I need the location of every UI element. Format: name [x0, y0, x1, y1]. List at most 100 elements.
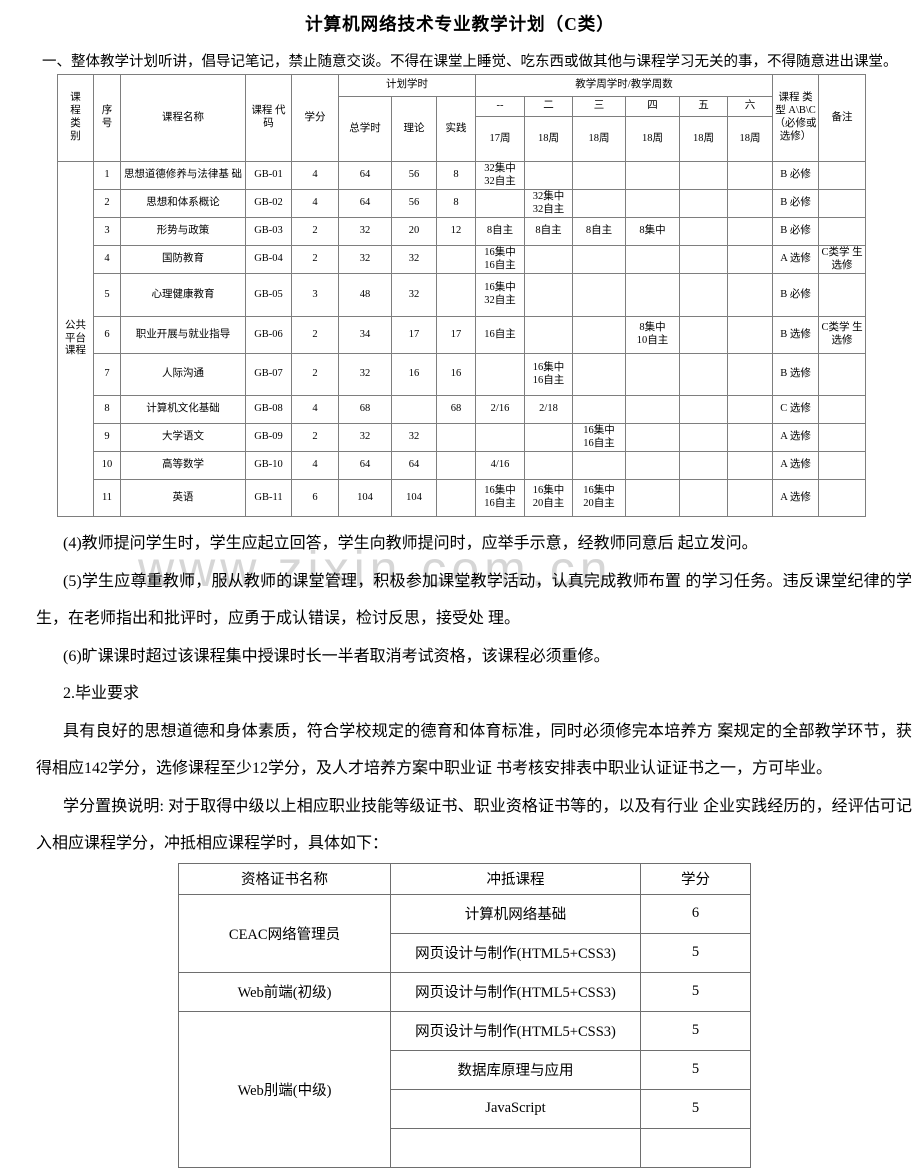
- cell-sem3: [572, 245, 626, 274]
- cell-sem4: [625, 395, 680, 424]
- cell-sem5: [679, 479, 728, 517]
- cell-practice: [436, 273, 476, 317]
- cell-remark: [818, 395, 867, 424]
- header-sem-6: 六: [726, 96, 774, 117]
- cell-num: 6: [93, 316, 121, 354]
- cell-sem4: [625, 245, 680, 274]
- cell-sem5: [679, 395, 728, 424]
- header-weeks-4: 18周: [625, 116, 680, 162]
- header-weeks-1: 17周: [475, 116, 525, 162]
- cell-sem1: 32集中 32自主: [475, 161, 525, 190]
- cell-practice: 8: [436, 161, 476, 190]
- course-row: 5 心理健康教育 GB-05 3 48 32 16集中 32自主 B 必修: [58, 273, 867, 317]
- cell-remark: [818, 189, 867, 218]
- cell-sem4: [625, 273, 680, 317]
- course-row: 6 职业开展与就业指导 GB-06 2 34 17 17 16自主 8集中 10…: [58, 316, 867, 354]
- cell-course-name: 心理健康教育: [120, 273, 246, 317]
- cell-total: 34: [338, 316, 392, 354]
- cell-sem3: [572, 189, 626, 218]
- header-cert-name: 资格证书名称: [178, 862, 391, 895]
- paragraph-6: (6)旷课课时超过该课程集中授课时长一半者取消考试资格，该课程必须重修。: [63, 647, 610, 665]
- cell-sem6: [726, 451, 774, 480]
- cell-sem2: [524, 245, 573, 274]
- cell-course-name: 思想道德修养与法律基 础: [120, 161, 246, 190]
- cell-remark: C类学 生选修: [818, 316, 867, 354]
- header-weeks-6: 18周: [726, 116, 774, 162]
- cell-cert-credit: 5: [640, 1010, 751, 1051]
- cell-sem1: [475, 423, 525, 452]
- cell-credit: 2: [291, 353, 339, 396]
- cell-sem2: [524, 423, 573, 452]
- cell-sem5: [679, 189, 728, 218]
- course-category-cell: 公共 平台 课程: [57, 161, 94, 517]
- cell-sem6: [726, 245, 774, 274]
- cell-type: B 必修: [772, 217, 820, 246]
- course-row: 7 人际沟通 GB-07 2 32 16 16 16集中 16自主 B 选修: [58, 353, 867, 396]
- cell-credit: 6: [291, 479, 339, 517]
- cell-num: 4: [93, 245, 121, 274]
- cell-sem5: [679, 245, 728, 274]
- cell-sem4: [625, 353, 680, 396]
- cell-total: 32: [338, 353, 392, 396]
- course-row: 公共 平台 课程 1 思想道德修养与法律基 础 GB-01 4 64 56 8 …: [57, 161, 867, 517]
- cell-sem6: [726, 273, 774, 317]
- cell-course-name: 高等数学: [120, 451, 246, 480]
- cell-code: GB-08: [245, 395, 292, 424]
- intro-paragraph: 一、整体教学计划听讲，倡导记笔记，禁止随意交谈。不得在课堂上睡觉、吃东西或做其他…: [42, 54, 898, 70]
- cell-cert-name: Web前端(初级): [178, 971, 391, 1012]
- table-header-row-2: 总学时 理论 实践 -- 二 三 四 五 六: [58, 96, 866, 162]
- cell-type: C 选修: [772, 395, 820, 424]
- header-category: 课 程 类 别: [57, 74, 94, 162]
- header-weeks-5: 18周: [679, 116, 728, 162]
- cell-theory: 16: [391, 353, 437, 396]
- cell-code: GB-02: [245, 189, 292, 218]
- cell-sem3: [572, 395, 626, 424]
- cell-credit: 3: [291, 273, 339, 317]
- course-row: 9 大学语文 GB-09 2 32 32 16集中 16自主 A 选修: [58, 423, 867, 452]
- cell-total: 32: [338, 423, 392, 452]
- cert-row-cutoff: [179, 1127, 751, 1168]
- cell-practice: 17: [436, 316, 476, 354]
- cell-remark: C类学 生选修: [818, 245, 867, 274]
- cell-theory: 56: [391, 161, 437, 190]
- cell-cert-credit: 5: [640, 1049, 751, 1090]
- cell-course-name: 国防教育: [120, 245, 246, 274]
- cell-total: 48: [338, 273, 392, 317]
- cell-practice: [436, 245, 476, 274]
- cell-code: GB-10: [245, 451, 292, 480]
- cell-code: GB-01: [245, 161, 292, 190]
- cell-sem2: 8自主: [524, 217, 573, 246]
- cell-credit: 4: [291, 161, 339, 190]
- cell-code: GB-11: [245, 479, 292, 517]
- cell-total: 64: [338, 451, 392, 480]
- cell-remark: [818, 451, 867, 480]
- cell-offset-course: 网页设计与制作(HTML5+CSS3): [390, 932, 641, 973]
- cell-theory: 20: [391, 217, 437, 246]
- cell-sem3: [572, 353, 626, 396]
- cert-row: JavaScript 5: [179, 1088, 751, 1129]
- cell-remark: [818, 217, 867, 246]
- header-weeks-2: 18周: [524, 116, 573, 162]
- cell-credit: 4: [291, 395, 339, 424]
- cell-sem5: [679, 316, 728, 354]
- body-text: (4)教师提问学生时，学生应起立回答，学生向教师提问时，应举手示意，经教师同意后…: [36, 525, 912, 863]
- cell-sem6: [726, 423, 774, 452]
- header-offset-course: 冲抵课程: [390, 862, 641, 895]
- table-header-row-1: 课 程 类 别 序 号 课程名称 课程 代码 学分 计划学时 教学周学时/教学周…: [57, 74, 867, 162]
- graduation-heading: 2.毕业要求: [63, 685, 140, 702]
- cell-sem3: [572, 451, 626, 480]
- cell-total: 32: [338, 217, 392, 246]
- cell-course-name: 职业开展与就业指导: [120, 316, 246, 354]
- cell-type: B 选修: [772, 353, 820, 396]
- cell-course-name: 形势与政策: [120, 217, 246, 246]
- header-course-name: 课程名称: [120, 74, 246, 162]
- cell-credit: 2: [291, 316, 339, 354]
- header-sem-1: --: [475, 96, 525, 117]
- cell-sem6: [726, 353, 774, 396]
- cell-sem3: 8自主: [572, 217, 626, 246]
- cell-sem5: [679, 423, 728, 452]
- cell-total: 104: [338, 479, 392, 517]
- cell-sem2: [524, 273, 573, 317]
- cell-sem2: [524, 161, 573, 190]
- header-practice: 实践: [436, 96, 476, 162]
